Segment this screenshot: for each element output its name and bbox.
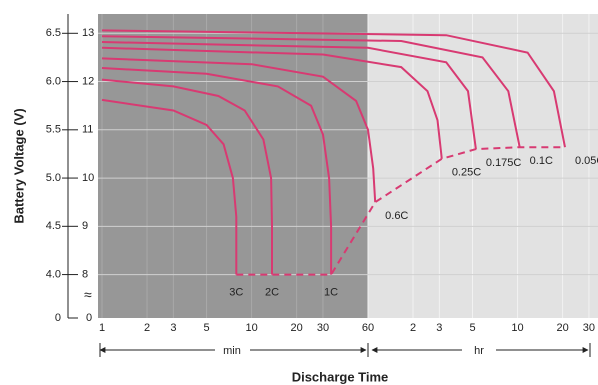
end-voltage-line — [236, 146, 565, 276]
y2-tick-label: 12 — [82, 75, 94, 87]
x-tick-label: 10 — [245, 322, 257, 334]
x-tick-label: 2 — [410, 322, 416, 334]
y2-tick-label: 9 — [82, 220, 88, 232]
y2-tick-label: 10 — [82, 172, 94, 184]
y2-tick-label: 13 — [82, 27, 94, 39]
x-tick-label: 3 — [170, 322, 176, 334]
x-tick-label: 1 — [99, 322, 105, 334]
unit-label: hr — [474, 345, 484, 357]
y2-tick-label: 11 — [82, 124, 93, 136]
x-tick-label: 30 — [317, 322, 329, 334]
discharge-curve — [101, 78, 273, 275]
x-tick-label: 60 — [362, 322, 374, 334]
series-label: 3C — [229, 286, 243, 298]
discharge-curve — [101, 29, 566, 148]
x-tick-label: 2 — [144, 322, 150, 334]
discharge-curve — [101, 46, 443, 159]
x-axis-title: Discharge Time — [292, 369, 389, 384]
y-tick-label: 4.0 — [46, 268, 61, 280]
series-label: 0.05C — [575, 155, 598, 167]
x-tick-label: 20 — [556, 322, 568, 334]
axis-break: ≈ — [84, 287, 92, 303]
discharge-curve — [101, 98, 238, 275]
unit-label: min — [223, 345, 241, 357]
y-tick-label: 6.5 — [46, 27, 61, 39]
y2-break-label: 0 — [86, 312, 92, 324]
y-tick-label: 5.0 — [46, 172, 61, 184]
y2-tick-label: 8 — [82, 268, 88, 280]
discharge-curve — [101, 57, 377, 203]
series-label: 1C — [324, 286, 338, 298]
discharge-curve — [101, 67, 333, 275]
series-label: 0.6C — [385, 210, 408, 222]
x-tick-label: 30 — [583, 322, 595, 334]
discharge-curve — [101, 41, 477, 150]
series-label: 0.25C — [452, 167, 481, 179]
y-tick-label: 4.5 — [46, 220, 61, 232]
y-break-label: 0 — [55, 312, 61, 324]
series-label: 0.1C — [530, 155, 553, 167]
series-label: 2C — [265, 286, 279, 298]
x-tick-label: 5 — [204, 322, 210, 334]
x-tick-label: 3 — [436, 322, 442, 334]
plot-bg-hr — [367, 14, 598, 318]
x-tick-label: 20 — [290, 322, 302, 334]
x-tick-label: 5 — [469, 322, 475, 334]
series-label: 0.175C — [486, 157, 522, 169]
y-tick-label: 6.0 — [46, 75, 61, 87]
y-tick-label: 5.5 — [46, 124, 61, 136]
discharge-curve — [101, 35, 521, 148]
x-tick-label: 10 — [511, 322, 523, 334]
y-axis-title: Battery Voltage (V) — [11, 108, 26, 223]
